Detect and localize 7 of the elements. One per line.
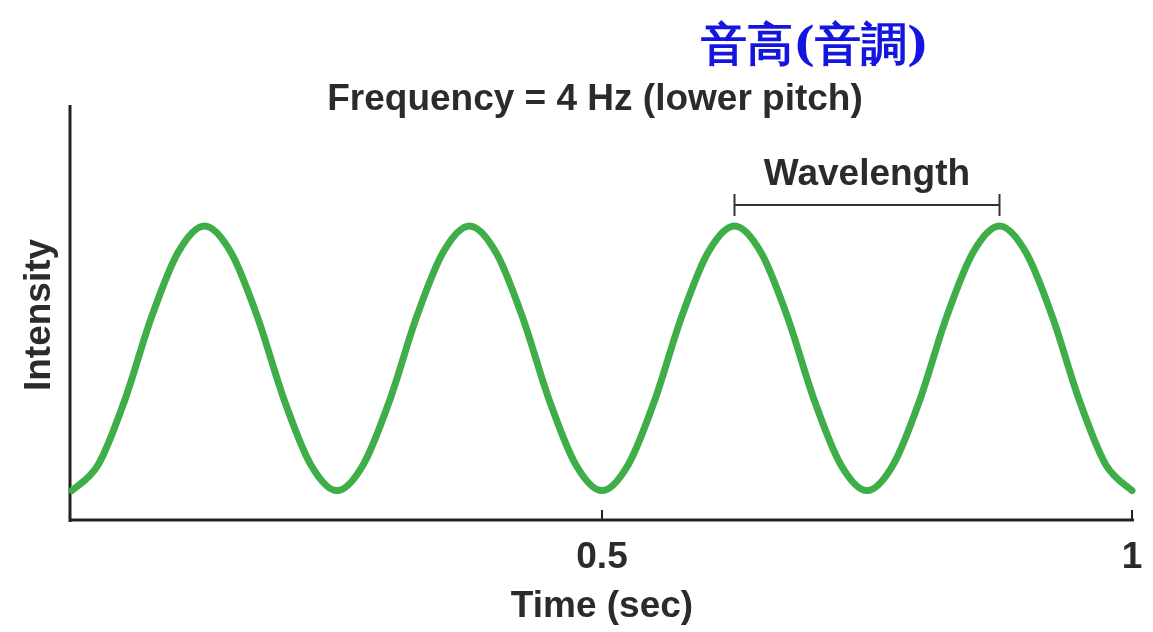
text: Wavelength bbox=[763, 152, 971, 193]
y-axis-title: Intensity bbox=[17, 238, 58, 392]
x-tick-label: 1 bbox=[1121, 535, 1143, 576]
x-tick-label: 0.5 bbox=[576, 535, 628, 576]
chart-title: 音高(音調) bbox=[701, 17, 929, 71]
x-axis-title: Time (sec) bbox=[510, 584, 694, 625]
chart-subtitle: Frequency = 4 Hz (lower pitch) bbox=[327, 77, 863, 118]
